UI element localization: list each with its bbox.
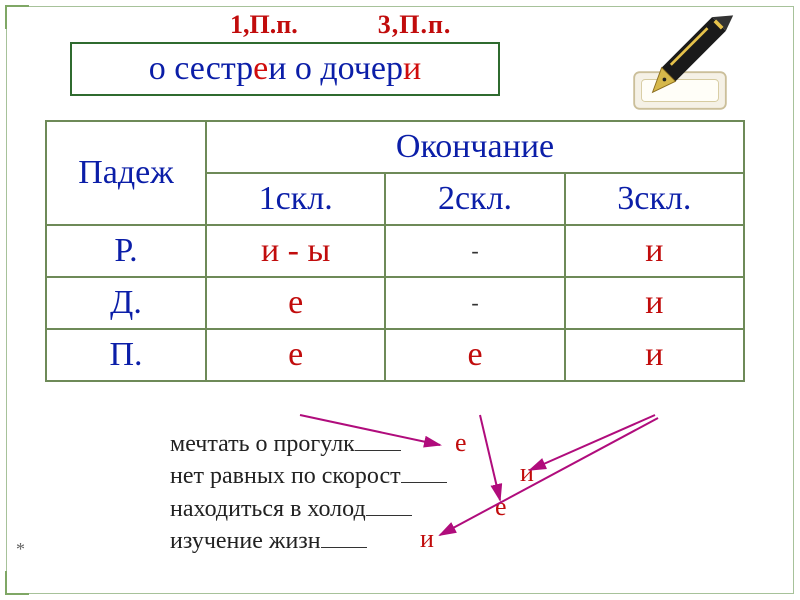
blank: [401, 465, 447, 483]
header-ending: Окончание: [206, 121, 744, 173]
answer-letter: и: [420, 524, 434, 554]
cell: -: [385, 277, 564, 329]
exercise-line: изучение жизн: [170, 525, 447, 557]
corner-decoration: [5, 571, 29, 595]
highlighted-ending: е: [253, 50, 268, 88]
top-labels: 1,П.п. 3,П.п.: [230, 10, 451, 40]
cell: -: [385, 225, 564, 277]
header-case: Падеж: [46, 121, 206, 225]
cell: е: [206, 329, 385, 381]
blank: [366, 498, 412, 516]
endings-table: Падеж Окончание 1скл. 2скл. 3скл. Р. и -…: [45, 120, 745, 382]
cell: е: [385, 329, 564, 381]
cell: и: [565, 277, 744, 329]
case-R: Р.: [46, 225, 206, 277]
exercise-line: нет равных по скорост: [170, 460, 447, 492]
answer-letter: е: [495, 492, 507, 522]
col-1skl: 1скл.: [206, 173, 385, 225]
col-2skl: 2скл.: [385, 173, 564, 225]
cell: и: [565, 329, 744, 381]
highlighted-ending: и: [403, 50, 421, 88]
exercises-block: мечтать о прогулк нет равных по скорост …: [170, 428, 447, 558]
declension-label-3: 3,П.п.: [378, 10, 452, 40]
blank: [321, 530, 367, 548]
col-3skl: 3скл.: [565, 173, 744, 225]
phrase-part: о сестр: [149, 50, 253, 88]
case-P: П.: [46, 329, 206, 381]
phrase-part: и о дочер: [268, 50, 403, 88]
blank: [355, 433, 401, 451]
answer-letter: и: [520, 458, 534, 488]
declension-label-1: 1,П.п.: [230, 10, 298, 40]
example-phrase-box: о сестре и о дочери: [70, 42, 500, 96]
footnote-asterisk: *: [16, 539, 25, 560]
corner-decoration: [5, 5, 29, 29]
case-D: Д.: [46, 277, 206, 329]
cell: и - ы: [206, 225, 385, 277]
cell: и: [565, 225, 744, 277]
exercise-line: мечтать о прогулк: [170, 428, 447, 460]
pen-icon: [625, 8, 735, 118]
answer-letter: е: [455, 428, 467, 458]
exercise-line: находиться в холод: [170, 493, 447, 525]
cell: е: [206, 277, 385, 329]
